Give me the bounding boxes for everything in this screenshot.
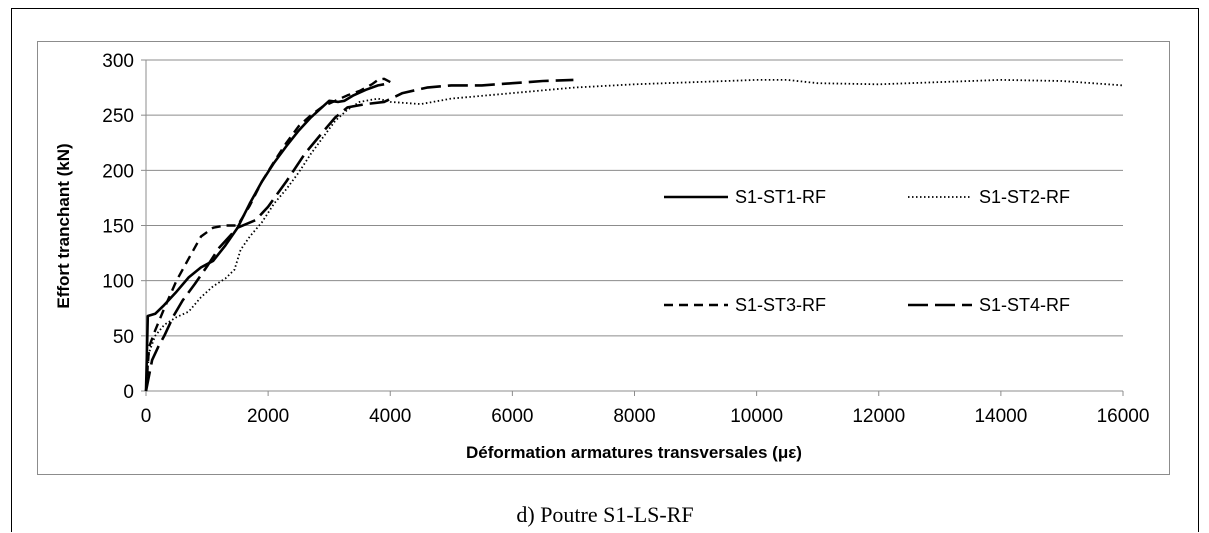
x-tick-label-3: 6000 bbox=[491, 406, 533, 427]
x-tick-label-2: 4000 bbox=[369, 406, 411, 427]
figure-frame bbox=[11, 8, 1199, 532]
y-tick-label-5: 250 bbox=[102, 106, 134, 127]
x-tick-label-6: 12000 bbox=[852, 406, 905, 427]
gridlines bbox=[146, 59, 1123, 337]
y-tick-label-3: 150 bbox=[102, 217, 134, 238]
x-tick-label-4: 8000 bbox=[613, 406, 655, 427]
legend-label-s1-st2-rf: S1-ST2-RF bbox=[979, 187, 1070, 207]
series-line-s1-st4-rf bbox=[144, 78, 574, 392]
series-line-s1-st1-rf bbox=[144, 83, 385, 392]
x-tick-label-1: 2000 bbox=[247, 406, 289, 427]
y-tick-label-1: 50 bbox=[113, 327, 134, 348]
x-tick-labels: 0 2000 4000 6000 8000 10000 12000 14000 16000 bbox=[141, 391, 1150, 427]
legend: S1-ST1-RF S1-ST2-RF S1-ST3-RF S1-ST4-RF bbox=[664, 187, 1070, 315]
series-line-s1-st2-rf bbox=[145, 79, 1124, 392]
y-tick-label-4: 200 bbox=[102, 161, 134, 182]
x-tick-label-8: 16000 bbox=[1097, 406, 1150, 427]
series-lines bbox=[144, 77, 1124, 392]
x-tick-label-7: 14000 bbox=[974, 406, 1027, 427]
y-tick-label-2: 100 bbox=[102, 272, 134, 293]
series-line-s1-st3-rf bbox=[144, 77, 391, 392]
figure-caption: d) Poutre S1-LS-RF bbox=[516, 502, 693, 527]
x-axis-title: Déformation armatures transversales (με) bbox=[466, 443, 802, 462]
y-tick-label-0: 0 bbox=[123, 382, 134, 403]
chart-area-frame bbox=[37, 41, 1170, 475]
legend-label-s1-st3-rf: S1-ST3-RF bbox=[735, 295, 826, 315]
legend-label-s1-st1-rf: S1-ST1-RF bbox=[735, 187, 826, 207]
y-axis-title: Effort tranchant (kN) bbox=[54, 143, 73, 308]
y-tick-label-6: 300 bbox=[102, 51, 134, 72]
x-tick-label-5: 10000 bbox=[730, 406, 783, 427]
x-tick-label-0: 0 bbox=[141, 406, 152, 427]
legend-label-s1-st4-rf: S1-ST4-RF bbox=[979, 295, 1070, 315]
y-tick-labels: 0 50 100 150 200 250 300 bbox=[102, 51, 146, 403]
